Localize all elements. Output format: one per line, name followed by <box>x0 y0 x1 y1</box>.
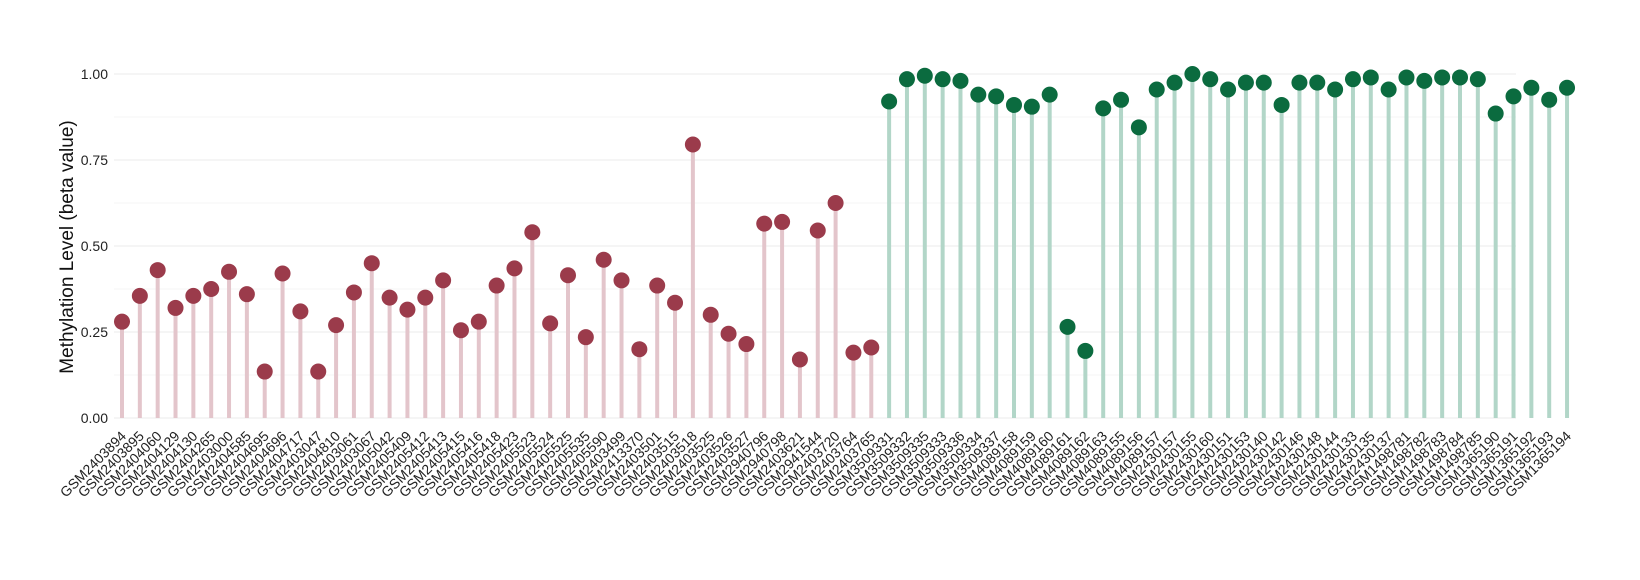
y-tick-label: 0.25 <box>81 324 108 340</box>
data-point <box>667 294 684 311</box>
data-point <box>738 336 755 353</box>
data-point <box>827 195 844 211</box>
data-point <box>1023 98 1040 115</box>
data-point <box>256 363 273 380</box>
data-point <box>1130 119 1147 136</box>
data-point <box>845 344 862 361</box>
data-point <box>970 86 987 103</box>
y-tick-label: 0.50 <box>81 238 108 254</box>
data-point <box>488 277 505 294</box>
data-point <box>1398 69 1415 86</box>
data-point <box>542 315 559 332</box>
data-point <box>1220 81 1237 98</box>
data-point <box>1309 74 1326 91</box>
data-point <box>1559 79 1576 96</box>
data-point <box>1148 81 1165 98</box>
data-point <box>577 329 594 346</box>
data-point <box>1202 71 1219 88</box>
data-point <box>774 213 791 230</box>
data-point <box>756 215 773 232</box>
data-point <box>1505 88 1522 105</box>
data-point <box>560 267 576 284</box>
data-point <box>452 322 469 339</box>
data-point <box>1291 74 1308 91</box>
data-point <box>328 317 345 334</box>
data-point <box>613 272 630 289</box>
y-axis-title: Methylation Level (beta value) <box>57 120 78 373</box>
lollipop-stems <box>120 74 1570 418</box>
data-point <box>1059 318 1076 335</box>
data-point <box>1434 69 1451 86</box>
data-point <box>238 286 255 303</box>
data-point <box>881 93 898 110</box>
data-point <box>1327 81 1344 98</box>
y-tick-label: 0.75 <box>81 152 108 168</box>
data-point <box>524 224 541 241</box>
data-point <box>1416 72 1433 89</box>
data-point <box>1255 74 1272 91</box>
data-point <box>1487 105 1504 122</box>
data-point <box>916 67 933 84</box>
data-point <box>1380 81 1397 98</box>
data-point <box>310 363 327 380</box>
data-point <box>1237 74 1254 91</box>
data-point <box>435 272 452 289</box>
data-point <box>1469 71 1486 88</box>
data-point <box>363 255 380 272</box>
data-point <box>131 287 148 304</box>
data-point <box>684 136 701 153</box>
data-point <box>791 351 808 368</box>
data-point <box>185 287 202 304</box>
data-point <box>1095 100 1112 117</box>
data-point <box>1113 91 1130 108</box>
data-point <box>470 313 487 330</box>
data-point <box>988 88 1005 105</box>
data-point <box>203 281 220 297</box>
data-point <box>809 222 826 239</box>
data-point <box>1541 91 1558 108</box>
data-point <box>702 306 719 323</box>
data-point <box>149 262 166 279</box>
data-point <box>934 71 951 88</box>
data-point <box>1077 342 1094 359</box>
lollipop-points <box>114 66 1576 380</box>
x-axis-ticks: GSM2403894GSM2403895GSM2404060GSM2404129… <box>57 428 1575 501</box>
data-point <box>1006 96 1022 113</box>
data-point <box>1041 86 1058 103</box>
data-point <box>1166 74 1183 91</box>
data-point <box>720 325 737 342</box>
data-point <box>863 339 880 356</box>
y-tick-label: 1.00 <box>81 66 108 82</box>
data-point <box>631 341 648 358</box>
data-point <box>898 71 915 88</box>
data-point <box>595 251 612 268</box>
data-point <box>1344 71 1361 88</box>
data-point <box>1362 69 1379 86</box>
data-point <box>345 284 362 301</box>
data-point <box>114 313 130 330</box>
data-point <box>649 277 666 294</box>
data-point <box>381 289 398 306</box>
data-point <box>952 72 969 89</box>
data-point <box>1523 79 1540 96</box>
data-point <box>292 303 309 320</box>
data-point <box>167 299 184 316</box>
data-point <box>274 265 291 282</box>
data-point <box>506 260 523 277</box>
data-point <box>399 301 416 318</box>
y-axis-ticks: 0.00 0.25 0.50 0.75 1.00 <box>81 66 108 426</box>
data-point <box>221 263 238 280</box>
data-point <box>1184 66 1201 82</box>
data-point <box>1273 96 1290 113</box>
y-tick-label: 0.00 <box>81 410 108 426</box>
data-point <box>417 289 434 306</box>
data-point <box>1452 69 1468 86</box>
